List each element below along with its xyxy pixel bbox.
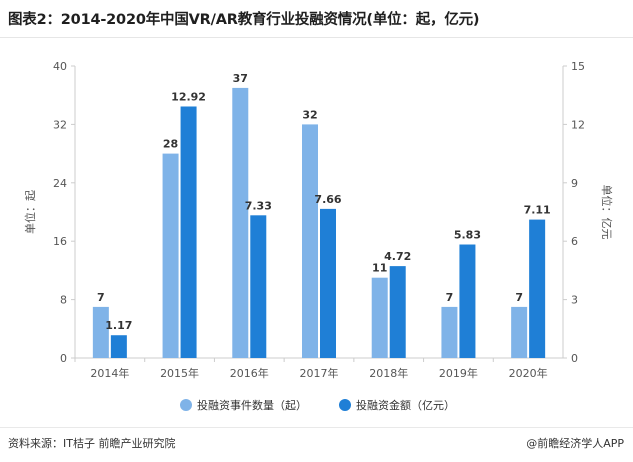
x-tick-label: 2018年 [369,366,408,380]
x-tick-label: 2015年 [160,366,199,380]
bar-funding-amount [110,335,127,358]
left-tick-label: 0 [60,352,67,365]
x-tick-label: 2019年 [439,366,478,380]
data-label-funding-amount: 12.92 [171,90,206,103]
data-label-event-count: 7 [97,291,105,304]
left-axis-title: 单位：起 [23,190,37,234]
bar-event-count [162,153,179,358]
bar-funding-amount [320,208,336,358]
right-tick-label: 6 [571,235,578,248]
data-label-funding-amount: 7.33 [245,199,272,212]
legend-swatch-funding-amount [339,399,351,411]
right-tick-label: 3 [571,294,578,307]
data-label-event-count: 7 [515,291,523,304]
x-tick-label: 2020年 [509,366,548,380]
bar-funding-amount [180,106,197,359]
bar-event-count [302,124,318,359]
left-tick-label: 24 [53,177,67,190]
right-tick-label: 12 [571,118,585,131]
left-tick-label: 32 [53,118,67,131]
source-note: 资料来源：IT桔子 前瞻产业研究院 [8,437,176,450]
x-tick-label: 2017年 [300,366,339,380]
bar-event-count [441,306,458,358]
data-label-event-count: 37 [233,72,248,85]
legend-swatch-event-count [180,399,192,411]
left-tick-label: 8 [60,294,67,307]
bar-event-count [371,277,388,358]
left-tick-label: 40 [53,60,67,73]
data-label-funding-amount: 1.17 [105,319,132,332]
data-label-funding-amount: 5.83 [454,229,481,242]
data-label-event-count: 7 [446,291,454,304]
data-label-funding-amount: 4.72 [384,250,411,263]
data-label-event-count: 11 [372,262,387,275]
bar-funding-amount [250,215,267,358]
bar-event-count [232,87,249,359]
legend-label-funding-amount: 投融资金额（亿元） [356,398,455,412]
bar-chart: 0 8 16 24 32 40 0 3 6 9 12 15 单位：起 单位：亿元 2014年 7 1.17 201… [23,60,614,412]
right-tick-label: 0 [571,352,578,365]
title-divider [0,37,633,38]
bar-funding-amount [459,244,476,358]
left-tick-label: 16 [53,235,67,248]
right-axis-title: 单位：亿元 [600,185,614,240]
bar-event-count [511,306,528,358]
right-tick-label: 9 [571,177,578,190]
bar-funding-amount [529,219,546,358]
data-label-event-count: 28 [163,138,178,151]
brand-credit: @前瞻经济学人APP [526,437,624,450]
footer: 资料来源：IT桔子 前瞻产业研究院 @前瞻经济学人APP [0,427,633,462]
data-label-funding-amount: 7.66 [314,193,341,206]
x-tick-label: 2014年 [90,366,129,380]
chart-title: 图表2：2014-2020年中国VR/AR教育行业投融资情况(单位：起，亿元) [8,12,480,28]
bar-funding-amount [389,266,406,358]
right-tick-label: 15 [571,60,585,73]
data-label-event-count: 32 [302,108,317,121]
bar-event-count [92,306,109,358]
x-tick-label: 2016年 [230,366,269,380]
data-label-funding-amount: 7.11 [524,204,551,217]
legend-label-event-count: 投融资事件数量（起） [197,398,307,412]
